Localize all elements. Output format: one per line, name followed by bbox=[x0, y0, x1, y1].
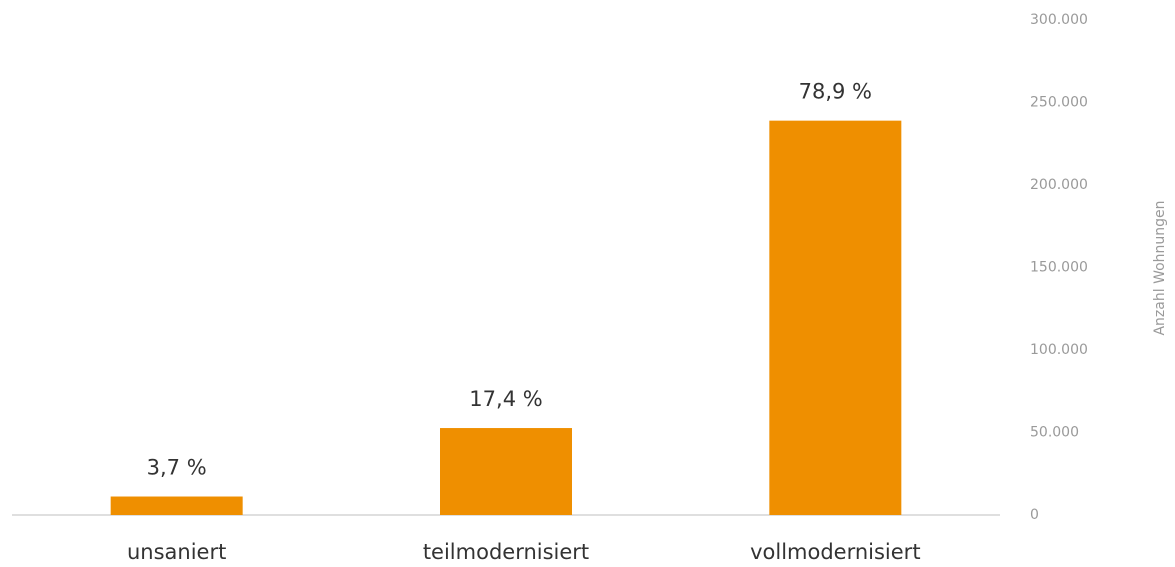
x-tick-label: unsaniert bbox=[127, 540, 226, 564]
y-tick-label: 200.000 bbox=[1030, 177, 1088, 193]
y-axis-label: Anzahl Wohnungen bbox=[1152, 200, 1168, 335]
bar bbox=[440, 428, 572, 515]
y-tick-label: 50.000 bbox=[1030, 425, 1079, 441]
y-tick-label: 150.000 bbox=[1030, 260, 1088, 276]
y-tick-label: 250.000 bbox=[1030, 95, 1088, 111]
y-tick-label: 0 bbox=[1030, 507, 1039, 523]
bar bbox=[769, 120, 902, 516]
y-tick-label: 100.000 bbox=[1030, 342, 1088, 358]
share-label: 3,7 % bbox=[147, 456, 207, 480]
y-tick-label: 300.000 bbox=[1030, 12, 1088, 28]
x-tick-label: teilmodernisiert bbox=[423, 540, 589, 564]
share-label: 78,9 % bbox=[799, 80, 872, 104]
share-label: 17,4 % bbox=[469, 387, 542, 411]
bar bbox=[110, 496, 243, 515]
x-tick-label: vollmodernisiert bbox=[750, 540, 920, 564]
